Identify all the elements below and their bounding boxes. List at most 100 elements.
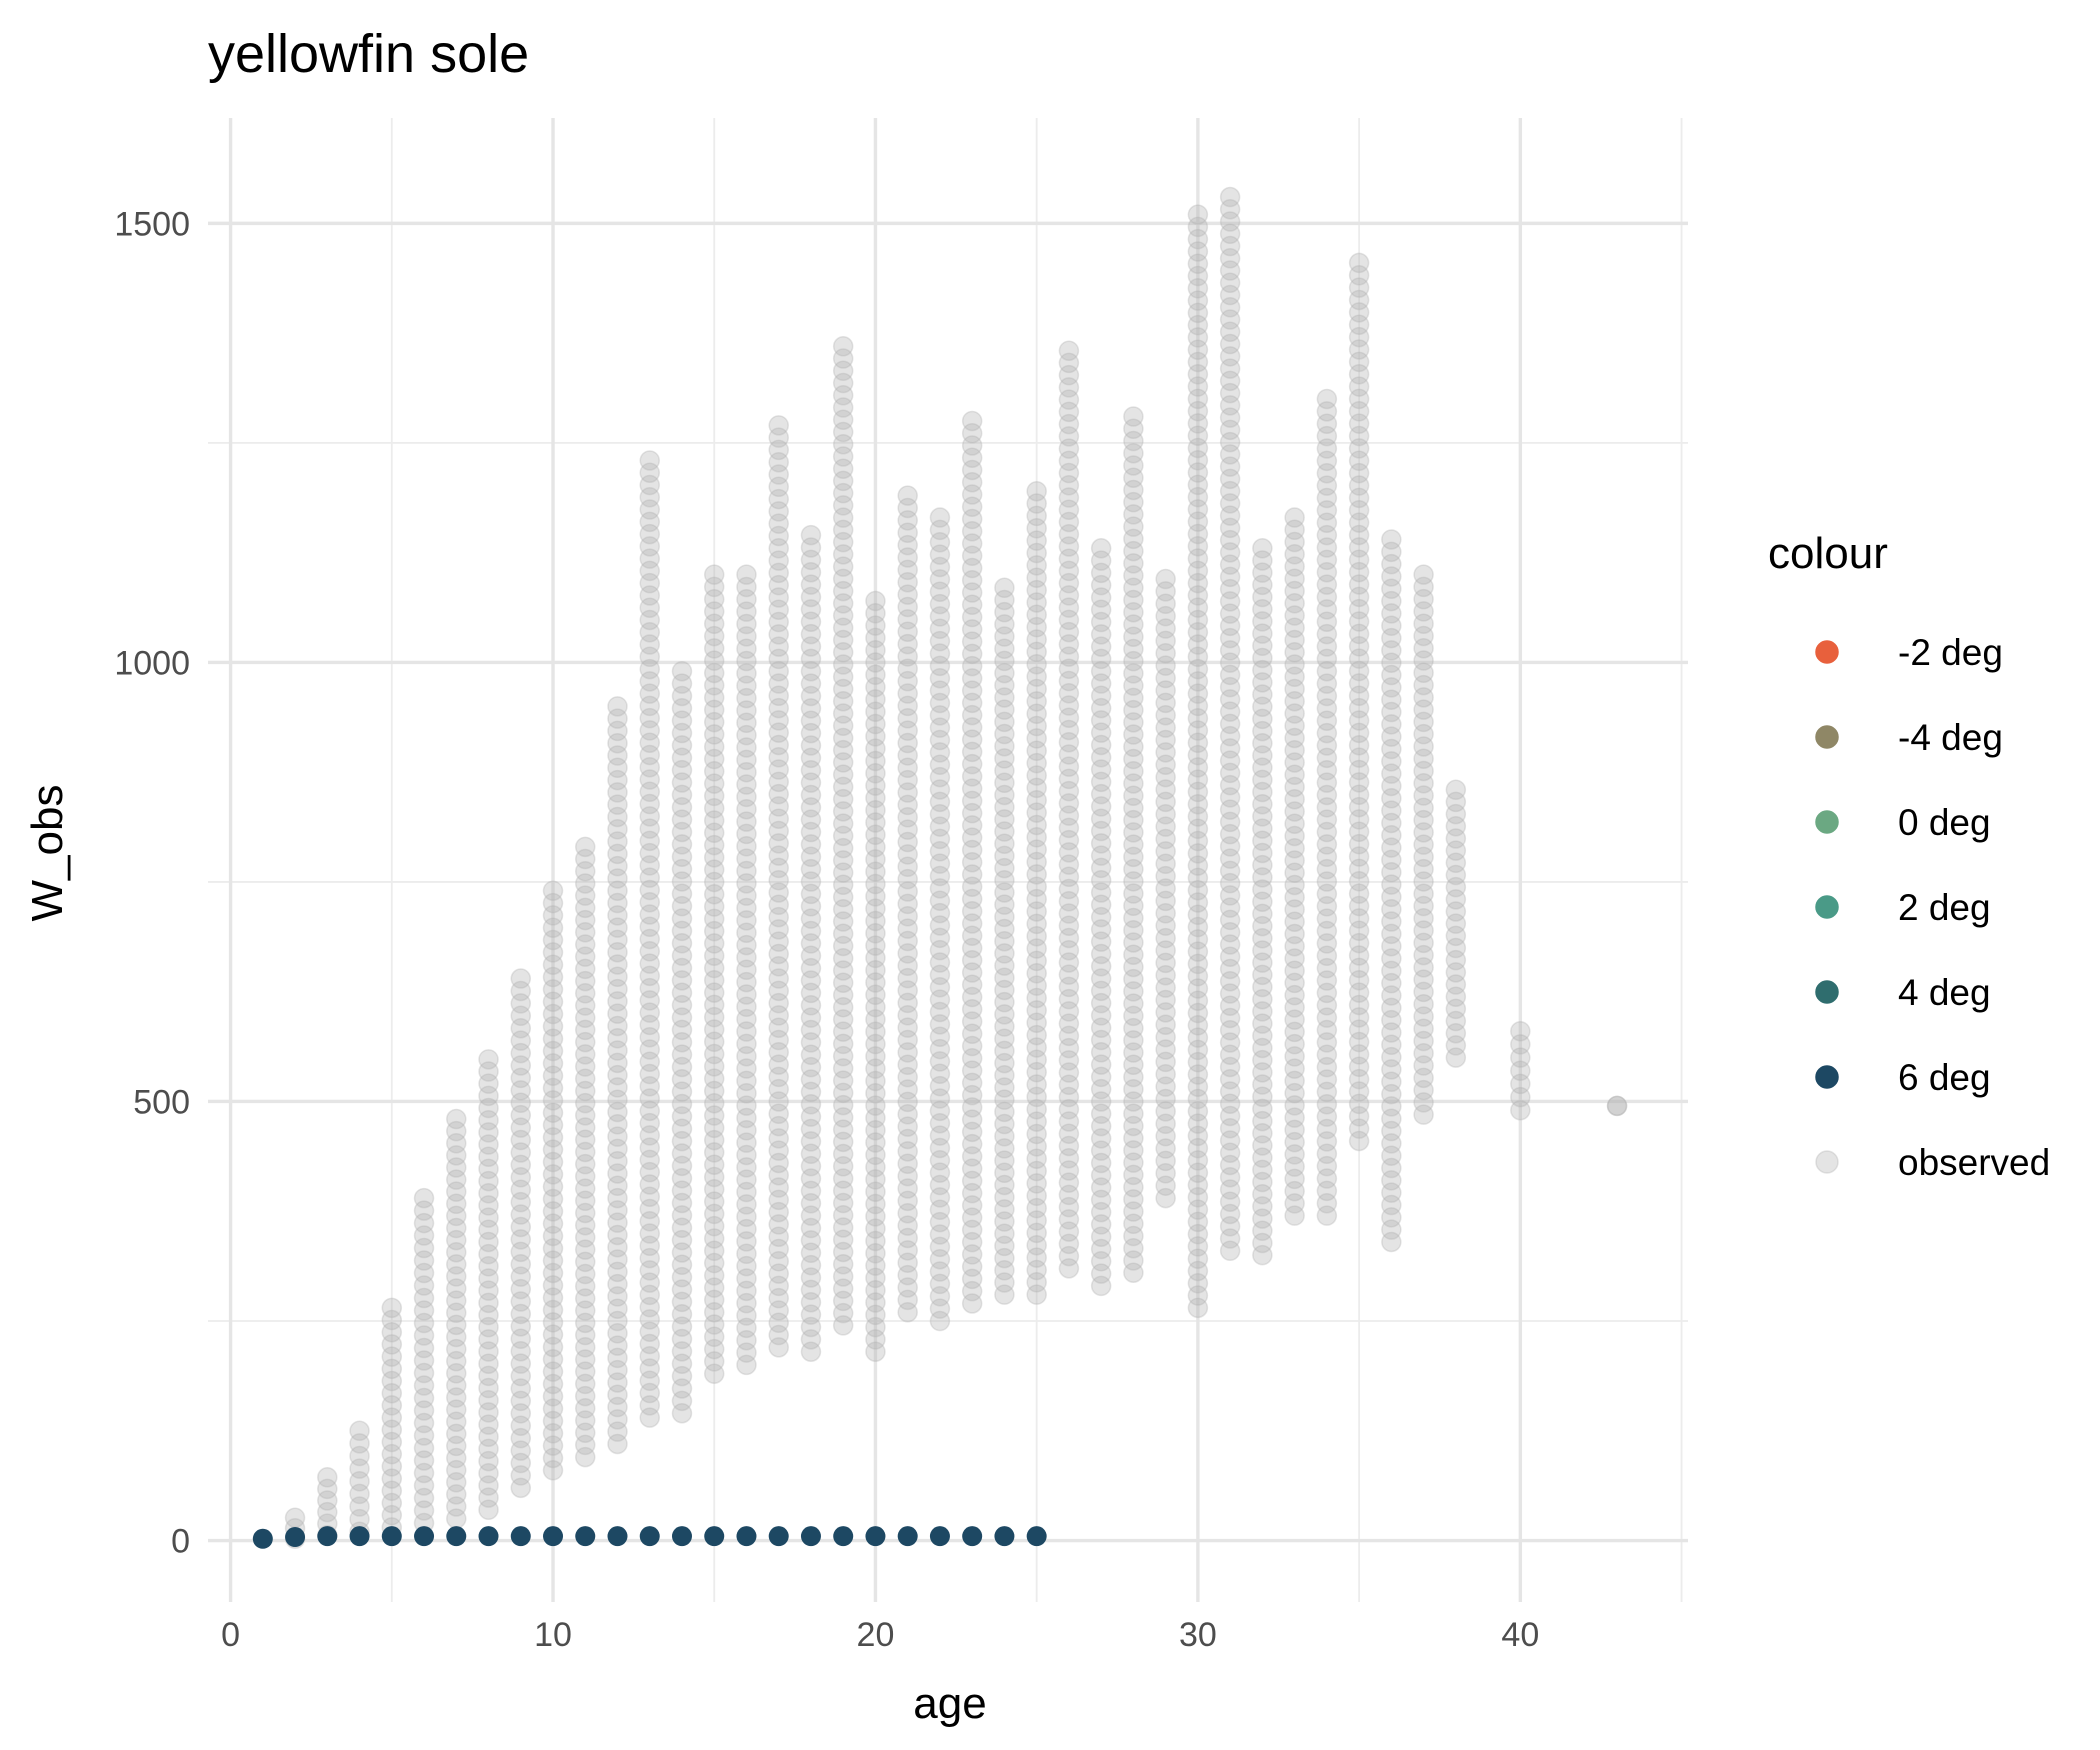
observed-point xyxy=(1252,708,1273,730)
observed-point xyxy=(1187,253,1209,274)
legend-label: -4 deg xyxy=(1898,717,2003,758)
observed-point xyxy=(994,1235,1015,1257)
observed-point xyxy=(381,1370,403,1392)
observed-point xyxy=(575,1349,596,1370)
observed-point xyxy=(1187,990,1209,1011)
observed-point xyxy=(1155,605,1176,627)
observed-point xyxy=(961,594,983,616)
observed-point xyxy=(607,1347,628,1369)
observed-point xyxy=(478,1292,499,1314)
observed-point xyxy=(961,827,983,848)
observed-point xyxy=(1445,840,1467,861)
observed-series xyxy=(284,186,1628,1550)
observed-point xyxy=(994,979,1015,1001)
observed-point xyxy=(1445,1010,1467,1032)
observed-point xyxy=(1284,886,1305,908)
observed-point xyxy=(639,879,660,901)
observed-point xyxy=(542,1164,564,1185)
observed-point xyxy=(542,1176,564,1197)
observed-point xyxy=(1187,1236,1209,1257)
observed-point xyxy=(1316,710,1338,731)
observed-point xyxy=(1090,562,1112,584)
observed-point xyxy=(897,1252,918,1273)
observed-point xyxy=(865,775,886,796)
observed-point xyxy=(639,474,660,496)
observed-point xyxy=(1026,1185,1047,1207)
observed-point xyxy=(1284,935,1305,957)
observed-point xyxy=(1381,677,1402,698)
observed-point xyxy=(768,722,789,743)
observed-point xyxy=(510,1142,532,1163)
observed-point xyxy=(639,1382,660,1404)
observed-point xyxy=(897,992,918,1014)
observed-point xyxy=(671,1353,693,1374)
observed-point xyxy=(832,727,854,749)
observed-point xyxy=(1219,664,1241,686)
observed-point xyxy=(1187,376,1209,397)
observed-point xyxy=(994,675,1015,696)
observed-point xyxy=(1316,1155,1338,1177)
observed-point xyxy=(865,787,886,809)
observed-point xyxy=(1316,685,1338,707)
observed-point xyxy=(1026,938,1047,959)
model-point-6-deg xyxy=(800,1526,821,1547)
observed-point xyxy=(897,1277,918,1298)
observed-point xyxy=(768,611,789,633)
observed-point xyxy=(1058,364,1080,386)
observed-point xyxy=(703,1056,725,1077)
observed-point xyxy=(1187,1113,1209,1134)
observed-point xyxy=(1381,640,1402,661)
observed-point xyxy=(865,763,886,784)
observed-point xyxy=(703,1006,725,1028)
observed-point xyxy=(961,570,983,591)
observed-point xyxy=(542,1460,564,1481)
observed-point xyxy=(510,1241,532,1263)
observed-point xyxy=(413,1350,435,1371)
observed-point xyxy=(1348,1044,1370,1065)
observed-point xyxy=(1155,1026,1176,1048)
observed-point xyxy=(1026,839,1047,860)
observed-point xyxy=(1381,1108,1402,1129)
observed-point xyxy=(994,1065,1015,1086)
observed-point xyxy=(994,796,1015,818)
observed-point xyxy=(1123,1127,1144,1149)
observed-point xyxy=(1413,834,1434,855)
observed-point xyxy=(1026,728,1047,749)
observed-point xyxy=(478,1158,499,1180)
observed-point xyxy=(671,1378,693,1399)
observed-point xyxy=(349,1445,370,1467)
observed-point xyxy=(413,1450,435,1471)
observed-point xyxy=(865,676,886,698)
observed-point xyxy=(865,1132,886,1153)
observed-point xyxy=(1058,780,1080,802)
observed-point xyxy=(671,1328,693,1350)
observed-point xyxy=(1187,658,1209,680)
observed-point xyxy=(413,1287,435,1309)
observed-point xyxy=(607,843,628,865)
observed-point xyxy=(897,757,918,779)
observed-point xyxy=(1123,871,1144,892)
observed-point xyxy=(832,715,854,736)
observed-point xyxy=(1187,364,1209,385)
observed-point xyxy=(607,1409,628,1430)
observed-point xyxy=(1381,886,1402,908)
observed-point xyxy=(1413,908,1434,929)
observed-point xyxy=(1058,1233,1080,1255)
observed-point xyxy=(1090,1091,1112,1112)
observed-point xyxy=(1284,837,1305,859)
observed-point xyxy=(1606,1095,1628,1117)
observed-point xyxy=(1348,722,1370,744)
observed-point xyxy=(1316,636,1338,657)
observed-point xyxy=(639,671,660,692)
observed-point xyxy=(446,1472,467,1493)
observed-point xyxy=(736,897,757,919)
observed-point xyxy=(736,984,757,1005)
observed-point xyxy=(639,683,660,704)
observed-point xyxy=(1058,621,1080,643)
observed-point xyxy=(1381,923,1402,945)
observed-point xyxy=(1026,530,1047,551)
observed-point xyxy=(1219,921,1241,943)
observed-point xyxy=(1123,1201,1144,1222)
observed-point xyxy=(1187,413,1209,434)
observed-point xyxy=(929,742,951,763)
